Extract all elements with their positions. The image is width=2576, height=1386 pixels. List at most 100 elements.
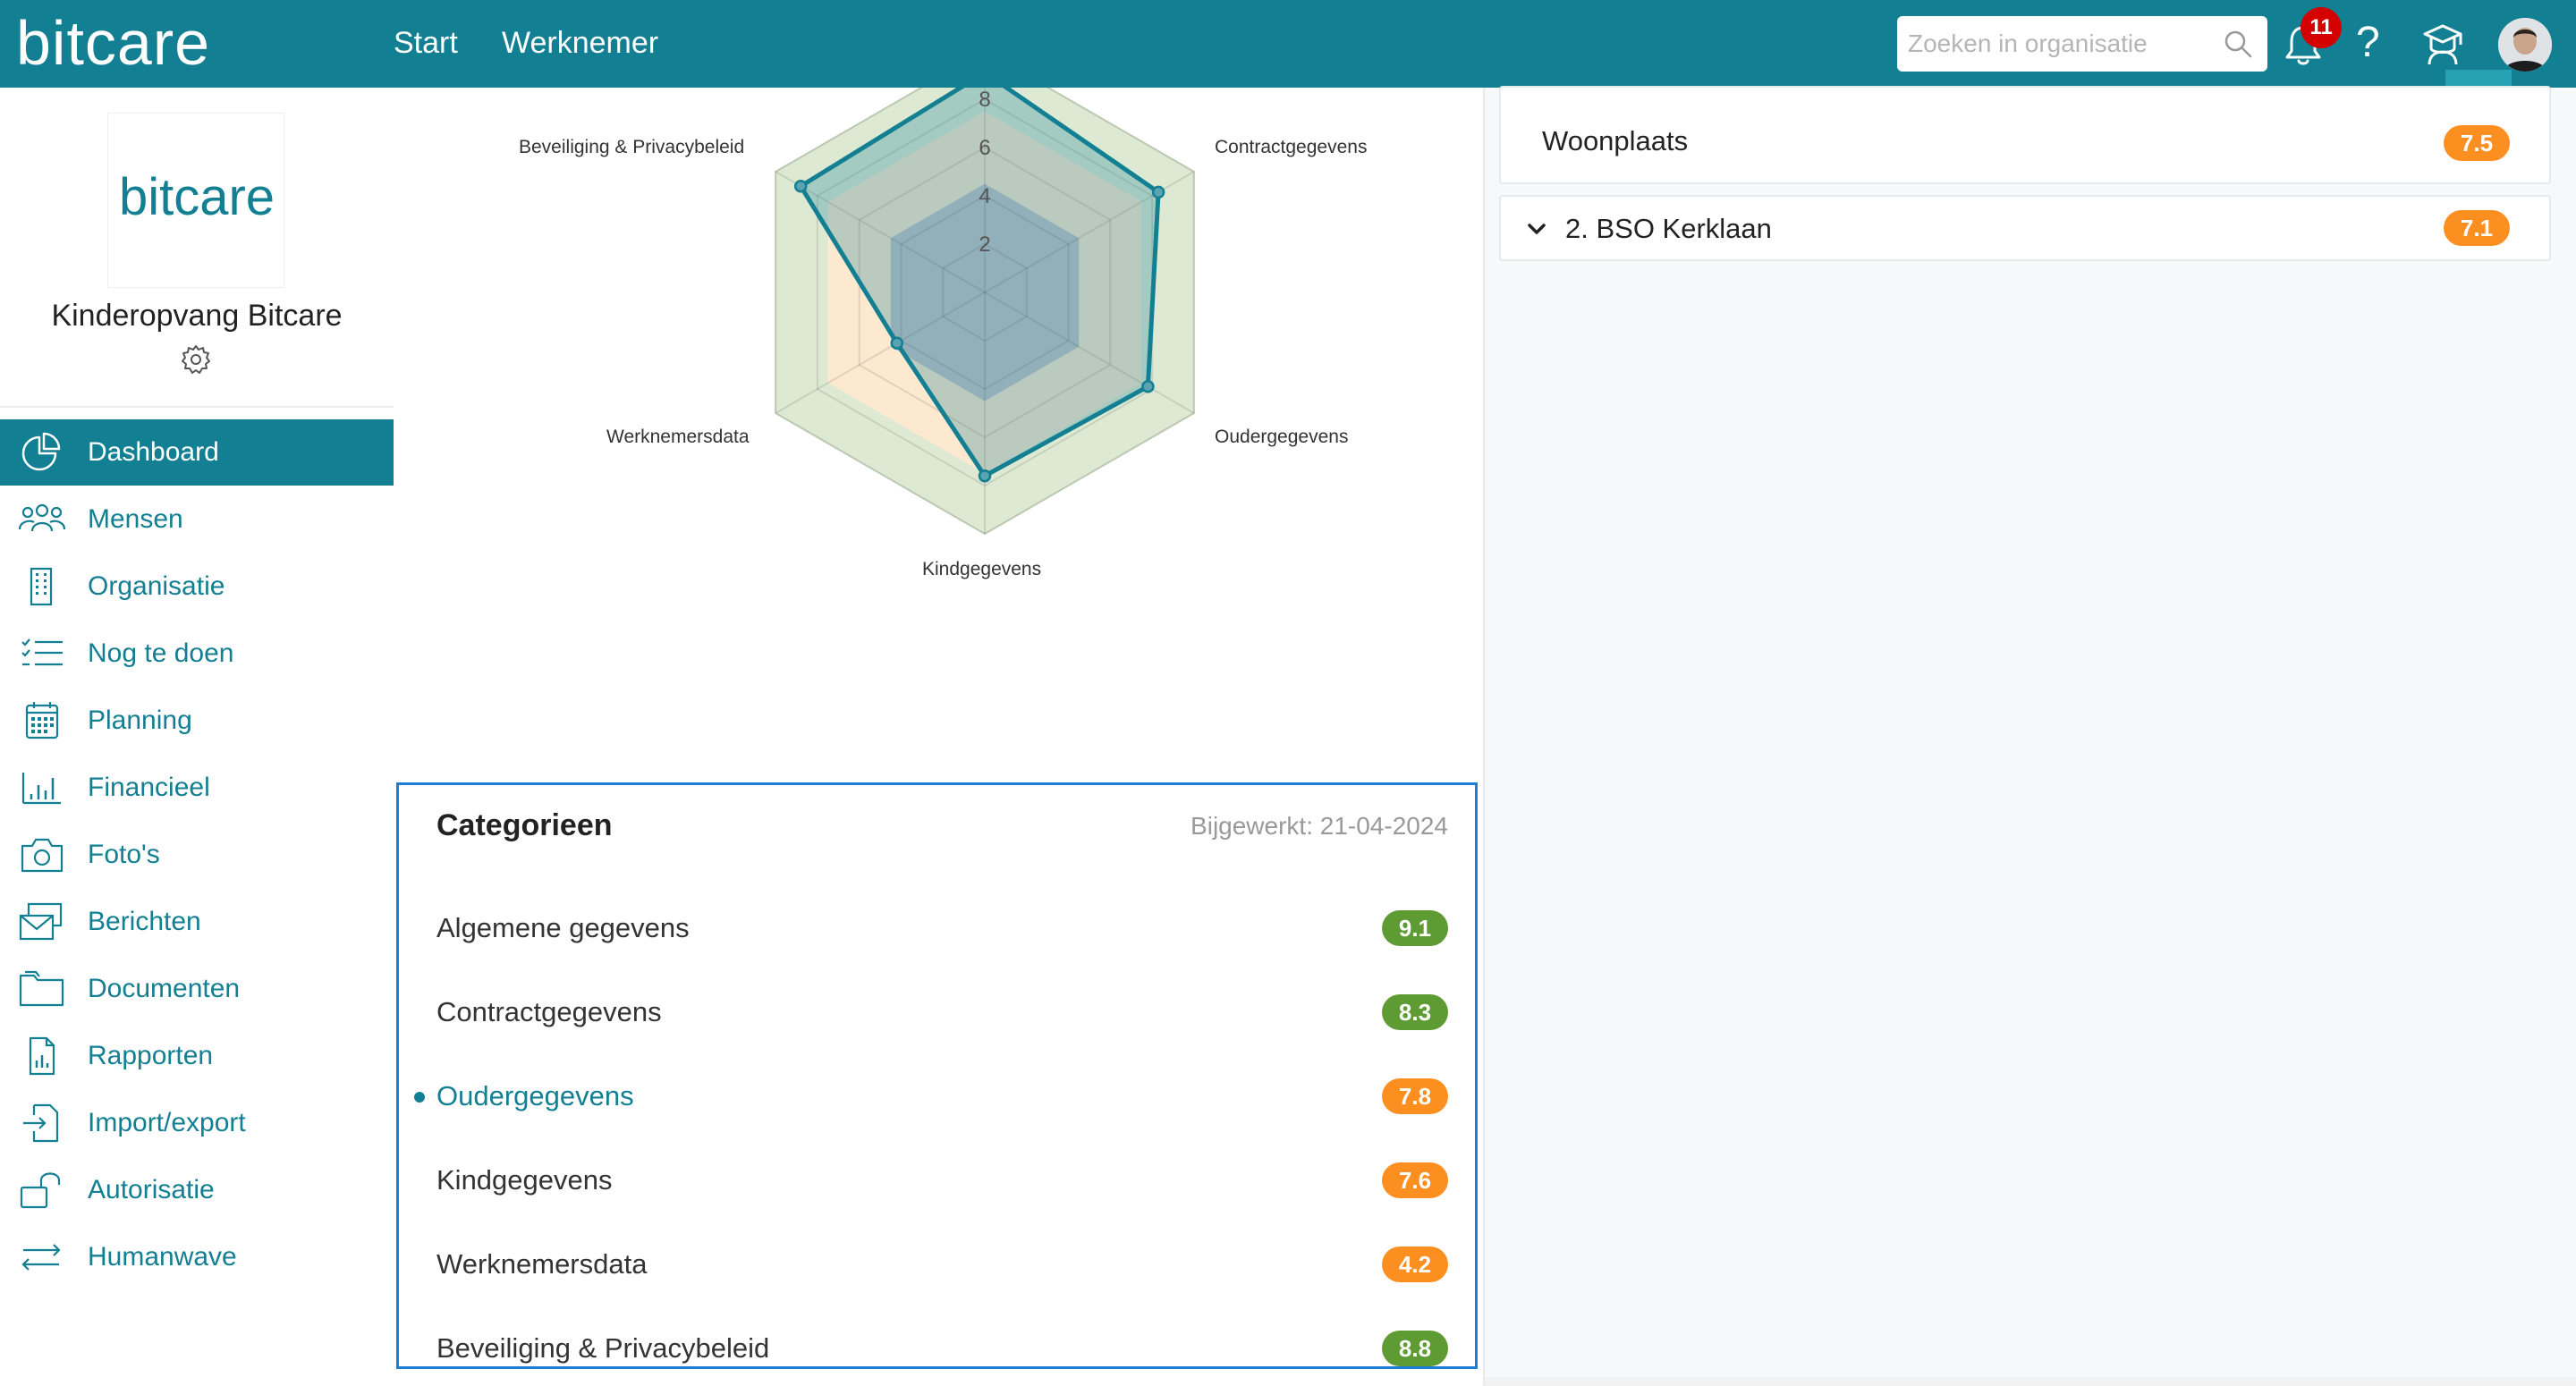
sidebar-item-autorisatie[interactable]: Autorisatie xyxy=(0,1157,394,1223)
radar-axis-label-beveiliging: Beveiliging & Privacybeleid xyxy=(519,137,745,157)
radar-data-point xyxy=(890,336,904,350)
sidebar-item-label: Planning xyxy=(88,706,192,735)
chevron-down-icon[interactable] xyxy=(1526,218,1547,240)
radar-data-point xyxy=(1141,380,1155,393)
category-score-badge: 7.8 xyxy=(1382,1078,1448,1114)
sidebar-item-mensen[interactable]: Mensen xyxy=(0,486,394,553)
category-row-beveiliging-privacybeleid[interactable]: Beveiliging & Privacybeleid 8.8 xyxy=(399,1322,1475,1375)
category-row-werknemersdata[interactable]: Werknemersdata 4.2 xyxy=(399,1238,1475,1291)
category-score-badge: 8.8 xyxy=(1382,1331,1448,1366)
sidebar-item-label: Organisatie xyxy=(88,571,225,601)
radar-grid-ring xyxy=(816,97,1154,487)
sidebar-item-rapporten[interactable]: Rapporten xyxy=(0,1023,394,1089)
radar-grid-ring xyxy=(858,146,1112,439)
sidebar-item-label: Autorisatie xyxy=(88,1175,215,1204)
radar-axis-line xyxy=(775,171,986,293)
radar-axis-label-oudergegevens: Oudergegevens xyxy=(1215,427,1349,447)
radar-data-point xyxy=(978,469,992,483)
search-icon[interactable] xyxy=(2223,29,2253,59)
radar-grid-ring xyxy=(942,242,1028,342)
app-logo[interactable]: bitcare xyxy=(16,8,211,78)
organization-logo: bitcare xyxy=(107,113,284,288)
sidebar-item-nog-te-doen[interactable]: Nog te doen xyxy=(0,621,394,687)
radar-grid-ring xyxy=(775,88,1195,536)
sidebar-item-label: Foto's xyxy=(88,840,160,869)
selected-indicator-dot xyxy=(414,1092,425,1103)
location-row-bso-kerklaan[interactable]: 2. BSO Kerklaan 7.1 xyxy=(1499,195,2551,261)
organization-name: Kinderopvang Bitcare xyxy=(51,299,343,333)
category-label: Beveiliging & Privacybeleid xyxy=(436,1332,770,1364)
nav-werknemer[interactable]: Werknemer xyxy=(502,26,659,60)
radar-axis-label-werknemersdata: Werknemersdata xyxy=(606,427,750,447)
category-score-badge: 8.3 xyxy=(1382,994,1448,1030)
gear-icon[interactable] xyxy=(180,343,212,376)
sidebar-item-label: Rapporten xyxy=(88,1041,214,1070)
radar-grid-ring xyxy=(900,194,1070,391)
radar-tick-label: 8 xyxy=(979,88,990,112)
user-avatar[interactable] xyxy=(2498,18,2552,72)
category-score-badge: 9.1 xyxy=(1382,910,1448,946)
sidebar-item-import-export[interactable]: Import/export xyxy=(0,1090,394,1156)
sidebar-item-documenten[interactable]: Documenten xyxy=(0,956,394,1022)
category-label: Kindgegevens xyxy=(436,1164,613,1196)
category-row-oudergegevens[interactable]: Oudergegevens 7.8 xyxy=(399,1069,1475,1123)
radar-axis-line xyxy=(984,292,1195,414)
folder-icon xyxy=(19,970,64,1007)
locations-panel xyxy=(1485,88,2576,1386)
sidebar-item-label: Documenten xyxy=(88,974,241,1003)
sidebar-item-financieel[interactable]: Financieel xyxy=(0,755,394,821)
category-row-kindgegevens[interactable]: Kindgegevens 7.6 xyxy=(399,1154,1475,1207)
search-input[interactable] xyxy=(1897,16,2219,72)
graduation-cap-icon[interactable] xyxy=(2421,21,2464,68)
radar-axis-line xyxy=(775,292,986,414)
import-export-icon xyxy=(23,1103,59,1143)
location-name: 2. BSO Kerklaan xyxy=(1565,213,1772,244)
unlock-icon xyxy=(20,1172,61,1209)
search-box[interactable] xyxy=(1897,16,2267,72)
category-row-algemene-gegevens[interactable]: Algemene gegevens 9.1 xyxy=(399,901,1475,955)
radar-data-point xyxy=(793,179,808,193)
bar-chart-icon xyxy=(21,773,61,805)
sidebar-item-berichten[interactable]: Berichten xyxy=(0,889,394,955)
radar-tick-label: 2 xyxy=(979,232,990,257)
categories-title: Categorieen xyxy=(436,808,613,842)
sidebar-item-label: Financieel xyxy=(88,773,210,802)
woonplaats-score-badge: 7.5 xyxy=(2444,125,2510,161)
panel-divider xyxy=(1483,88,1485,1386)
sidebar-item-label: Mensen xyxy=(88,504,183,534)
category-label: Algemene gegevens xyxy=(436,912,690,943)
woonplaats-label: Woonplaats xyxy=(1542,125,1689,156)
camera-icon xyxy=(21,838,64,873)
category-label: Contractgegevens xyxy=(436,996,662,1027)
envelope-icon xyxy=(19,902,63,941)
category-row-contractgegevens[interactable]: Contractgegevens 8.3 xyxy=(399,985,1475,1039)
sidebar-item-label: Dashboard xyxy=(88,437,219,467)
radar-tick-label: 4 xyxy=(979,184,990,208)
sidebar-item-humanwave[interactable]: Humanwave xyxy=(0,1224,394,1290)
pie-chart-icon xyxy=(21,432,61,471)
help-icon[interactable]: ? xyxy=(2356,19,2380,66)
notification-badge[interactable]: 11 xyxy=(2301,7,2342,48)
category-score-badge: 7.6 xyxy=(1382,1162,1448,1198)
avatar-image xyxy=(2498,18,2552,72)
top-bar: bitcare Start Werknemer 11 ? xyxy=(0,0,2576,88)
radar-axis-label-contractgegevens: Contractgegevens xyxy=(1215,137,1368,157)
arrows-exchange-icon xyxy=(21,1244,61,1271)
sidebar-item-label: Nog te doen xyxy=(88,638,234,668)
sidebar-item-label: Berichten xyxy=(88,907,201,936)
organization-logo-text: bitcare xyxy=(118,168,275,226)
nav-start[interactable]: Start xyxy=(394,26,458,60)
sidebar-item-planning[interactable]: Planning xyxy=(0,688,394,754)
sidebar-divider xyxy=(0,406,394,408)
sidebar-item-label: Humanwave xyxy=(88,1242,237,1272)
sidebar-item-label: Import/export xyxy=(88,1108,246,1137)
sidebar-item-organisatie[interactable]: Organisatie xyxy=(0,554,394,620)
report-icon xyxy=(29,1036,55,1076)
people-icon xyxy=(18,503,66,532)
category-score-badge: 4.2 xyxy=(1382,1247,1448,1282)
categories-card: Categorieen Bijgewerkt: 21-04-2024 Algem… xyxy=(396,782,1478,1369)
building-icon xyxy=(30,567,53,606)
radar-chart: 2 4 6 8 xyxy=(775,88,1195,536)
sidebar-item-fotos[interactable]: Foto's xyxy=(0,822,394,888)
sidebar-item-dashboard[interactable]: Dashboard xyxy=(0,419,394,486)
